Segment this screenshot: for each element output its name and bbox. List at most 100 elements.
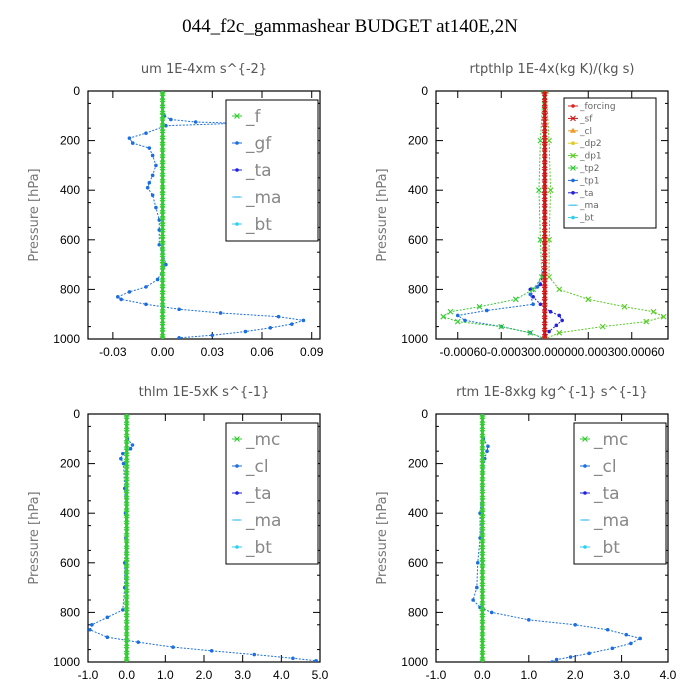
data-point [123,497,130,504]
data-point [147,146,152,150]
plot-area [116,91,306,339]
x-tick-label: -1.0 [426,668,447,682]
legend-marker [235,222,239,226]
data-point [573,623,577,627]
data-point [463,318,467,323]
data-point [541,230,548,237]
data-point [123,603,130,610]
legend-marker [583,464,587,468]
y-tick-label: 600 [60,556,80,570]
data-point [541,336,548,339]
data-point [440,313,447,320]
data-point [479,603,486,610]
data-point [536,187,542,194]
data-point [475,561,480,565]
data-point [479,460,486,467]
legend-marker [571,191,575,195]
data-point [159,236,166,243]
data-point [144,131,148,135]
data-point [527,618,531,622]
data-point [123,578,130,585]
legend-marker [570,152,576,159]
y-tick-label: 200 [408,134,428,148]
legend-label: _bt [593,538,620,558]
x-tick-label: 4.0 [273,668,290,682]
plot-frame [87,90,321,340]
data-point [479,646,486,653]
legend-label: _cl [593,457,617,477]
data-point [479,423,486,430]
data-point [479,553,486,560]
data-point [479,491,486,498]
series-f [159,91,166,339]
panel-title: rtm 1E-8xkg kg^{-1} s^{-1} [456,385,648,400]
x-tick-labels: -0.00060-0.000300.000000.000300.00060 [440,345,665,359]
data-point [116,295,120,299]
y-tick-label: 400 [60,506,80,520]
legend: _mc _cl _ta _ma _bt [573,422,667,565]
data-point [512,296,519,303]
y-tick-label: 600 [60,233,80,247]
data-point [290,322,294,326]
plot-frame [435,90,669,340]
data-point [479,659,486,662]
data-point [476,303,483,310]
plot-area [88,414,318,662]
data-point [159,323,166,330]
data-point [159,305,166,311]
data-point [123,491,130,498]
legend-marker [234,436,240,442]
data-point [159,168,166,175]
panel-title: um 1E-4xm s^{-2} [141,62,267,77]
data-point [169,117,173,122]
data-point [159,143,166,150]
x-tick-label: 3.0 [613,668,630,682]
data-point [159,91,166,94]
y-tick-label: 800 [60,282,80,296]
data-point [479,528,486,535]
data-point [123,429,130,436]
legend-marker [571,215,575,220]
data-point [159,298,166,305]
legend-marker [570,127,576,133]
data-point [541,150,548,156]
data-point [479,615,486,622]
data-point [541,125,548,132]
data-point [123,479,130,486]
data-point [123,597,130,603]
data-point [159,106,166,113]
x-tick-label: 2.0 [567,668,584,682]
data-point [454,318,461,325]
data-point [159,150,166,156]
data-point [144,285,148,289]
data-point [123,466,130,473]
data-point [479,414,486,417]
data-point [585,296,592,303]
data-point [159,187,166,194]
legend-label: _tp2 [579,164,599,174]
legend-label: _mc [245,430,280,450]
data-point [479,572,486,579]
data-point [479,578,486,585]
x-tick-label: 1.0 [157,668,174,682]
data-point [471,598,475,602]
data-point [130,443,135,447]
data-point [546,236,552,243]
data-point [479,559,486,566]
data-point [210,333,215,338]
data-point [159,249,166,256]
data-point [243,329,248,334]
x-tick-label: 4.0 [660,668,677,682]
data-point [159,292,166,299]
legend-label: _ma [245,511,281,531]
data-point [485,449,489,454]
data-point [123,417,130,424]
data-point [479,466,486,473]
data-point [127,290,132,294]
legend-label: _tp1 [579,176,599,186]
data-point [541,255,548,262]
data-point [159,131,166,138]
data-point [547,187,554,194]
data-point [159,267,166,274]
